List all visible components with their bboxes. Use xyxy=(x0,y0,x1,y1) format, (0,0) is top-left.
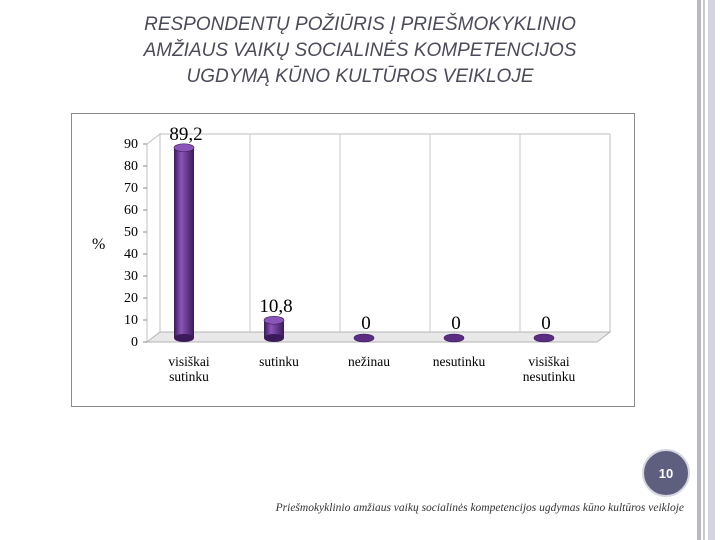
category-label: nesutinku xyxy=(523,369,576,384)
y-tick-label: 20 xyxy=(124,291,138,306)
data-label: 0 xyxy=(361,313,371,334)
chart-floor xyxy=(145,331,612,343)
page-number-badge: 10 xyxy=(642,449,690,497)
category-label: sutinku xyxy=(259,354,299,369)
y-tick-label: 60 xyxy=(124,203,138,218)
y-tick-label: 50 xyxy=(124,225,138,240)
y-tick-label: 90 xyxy=(124,137,138,152)
slide-title-line: RESPONDENTŲ POŽIŪRIS Į PRIEŠMOKYKLINIO xyxy=(144,14,576,35)
bar xyxy=(264,320,284,338)
slide-border-stripe xyxy=(697,0,701,540)
bar-base xyxy=(264,334,284,342)
category-label: sutinku xyxy=(169,369,209,384)
bar-top xyxy=(263,315,285,325)
slide-border-stripe xyxy=(708,0,715,540)
slide-title-line: AMŽIAUS VAIKŲ SOCIALINĖS KOMPETENCIJOS xyxy=(143,40,577,61)
chart-frame: 0 10 20 30 40 50 60 70 80 90% 89,2 visiškai sutinku 1… xyxy=(71,113,635,407)
page-number: 10 xyxy=(658,465,674,481)
y-tick-label: 30 xyxy=(124,269,138,284)
data-label: 10,8 xyxy=(259,296,292,317)
chart-side-wall xyxy=(146,132,161,344)
y-tick-label: 70 xyxy=(124,181,138,196)
chart-back-wall xyxy=(159,133,611,333)
data-label: 0 xyxy=(451,313,461,334)
bar xyxy=(533,333,555,343)
category-label: nesutinku xyxy=(433,354,486,369)
category-label: visiškai xyxy=(528,354,570,369)
category-label: visiškai xyxy=(168,354,210,369)
slide-title: RESPONDENTŲ POŽIŪRIS Į PRIEŠMOKYKLINIO A… xyxy=(20,12,700,90)
y-tick-label: 40 xyxy=(124,247,138,262)
slide-title-line: UGDYMĄ KŪNO KULTŪROS VEIKLOJE xyxy=(186,66,534,87)
footer-text: Priešmokyklinio amžiaus vaikų socialinės… xyxy=(275,502,684,514)
y-tick-label: 80 xyxy=(124,159,138,174)
bar-base xyxy=(174,334,194,342)
y-axis-label: % xyxy=(92,236,105,253)
bar-chart: 0102030405060708090%89,2visiškaisutinku1… xyxy=(92,124,612,384)
data-label: 89,2 xyxy=(169,124,202,145)
bar xyxy=(353,333,375,343)
y-tick-label: 10 xyxy=(124,313,138,328)
slide-border-stripe xyxy=(703,0,705,540)
data-label: 0 xyxy=(541,313,551,334)
bar xyxy=(443,333,465,343)
y-tick-label: 0 xyxy=(131,335,138,350)
bar xyxy=(174,147,194,338)
bar-top xyxy=(173,143,195,153)
category-label: nežinau xyxy=(348,354,390,369)
